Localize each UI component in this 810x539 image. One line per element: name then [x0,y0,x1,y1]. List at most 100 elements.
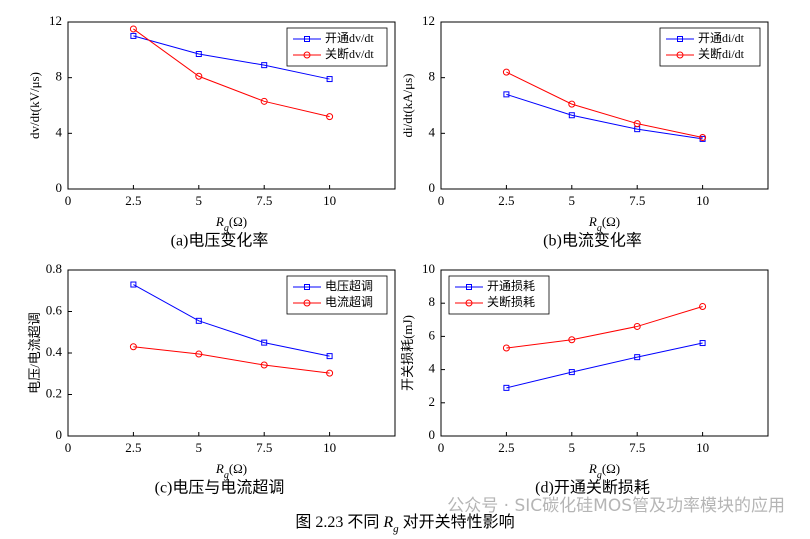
marker [260,97,268,105]
y-tick-label: 10 [422,261,435,276]
legend-box [286,275,388,315]
series-line [133,28,330,118]
legend-box [448,275,550,315]
y-axis-label: di/dt(kA/μs) [400,73,415,137]
marker [633,120,641,128]
series-line [133,346,330,374]
caption-part: 对开关特性影响 [399,513,515,531]
marker [130,281,137,288]
marker [260,361,268,369]
marker [326,353,333,360]
legend-label: 电压超调 [325,278,373,293]
marker [129,343,137,351]
legend-label: 开通dv/dt [325,31,374,45]
marker [503,384,510,391]
chart-title: (b)电流变化率 [543,232,642,250]
x-tick-label: 2.5 [125,193,141,208]
x-tick-label: 7.5 [629,193,645,208]
marker [195,317,202,324]
x-label-part: (Ω) [602,214,620,229]
x-tick-label: 10 [696,440,709,455]
legend-marker [676,51,684,59]
marker [261,62,268,69]
marker [568,336,576,344]
x-tick-label: 0 [438,440,445,455]
marker [568,112,575,119]
y-tick-label: 0 [56,427,63,442]
x-label-part: R [588,461,597,476]
x-tick-label: 10 [323,193,336,208]
legend-marker [466,284,472,290]
x-tick-label: 5 [569,193,576,208]
y-tick-label: 8 [429,69,436,84]
caption-part: 图 2.23 不同 [295,514,383,531]
marker [502,344,510,352]
y-tick-label: 4 [429,124,436,139]
x-tick-label: 2.5 [125,440,141,455]
marker [129,25,137,33]
x-label-part: (Ω) [229,214,247,229]
x-label-part: R [588,214,597,229]
legend-marker [304,36,310,42]
y-tick-label: 6 [429,327,436,342]
plot-frame [440,21,769,190]
x-tick-label: 7.5 [256,193,272,208]
y-axis-label: dv/dt(kV/μs) [27,72,42,139]
y-tick-label: 4 [429,361,436,376]
marker [326,76,333,83]
legend-label: 关断di/dt [698,46,745,61]
marker [502,68,510,76]
y-tick-label: 0.4 [46,344,63,359]
legend-box [286,27,388,67]
marker [633,322,641,330]
series-line [506,306,703,349]
marker [195,51,202,58]
legend-label: 开通损耗 [487,279,535,293]
x-tick-label: 0 [65,440,72,455]
y-tick-label: 8 [429,294,436,309]
x-tick-label: 7.5 [629,440,645,455]
marker [634,354,641,361]
series-line [133,35,330,80]
x-label-part: R [215,461,224,476]
legend-label: 开通di/dt [698,31,745,45]
legend-marker [465,299,473,307]
x-label-part: g [597,470,602,481]
marker [326,113,334,121]
y-tick-label: 2 [429,394,436,409]
x-axis-label: Rg(Ω) [215,214,247,234]
y-tick-label: 0 [56,180,63,195]
marker [195,72,203,80]
y-tick-label: 8 [56,69,63,84]
x-label-part: R [215,214,224,229]
series-line [133,284,330,357]
y-tick-label: 12 [49,13,62,28]
legend-box [659,27,761,67]
x-label-part: g [224,470,229,481]
y-tick-label: 12 [422,13,435,28]
marker [130,32,137,39]
marker [699,303,707,311]
x-label-part: (Ω) [602,461,620,476]
legend-marker [303,299,311,307]
y-tick-label: 4 [56,124,63,139]
marker [699,134,707,142]
y-tick-label: 0.8 [46,261,62,276]
x-tick-label: 7.5 [256,440,272,455]
legend-label: 关断dv/dt [325,46,374,61]
legend-marker [304,284,310,290]
y-tick-label: 0.2 [46,385,62,400]
marker [568,369,575,376]
legend-label: 电流超调 [325,294,373,309]
plot-frame [67,21,396,190]
x-tick-label: 2.5 [498,440,514,455]
caption-part: R [382,514,393,531]
x-tick-label: 0 [65,193,72,208]
caption-part: g [393,523,399,535]
x-tick-label: 5 [196,440,203,455]
marker [326,369,334,377]
marker [195,350,203,358]
chart-title: (c)电压与电流超调 [155,479,285,497]
plot-frame [440,269,769,437]
